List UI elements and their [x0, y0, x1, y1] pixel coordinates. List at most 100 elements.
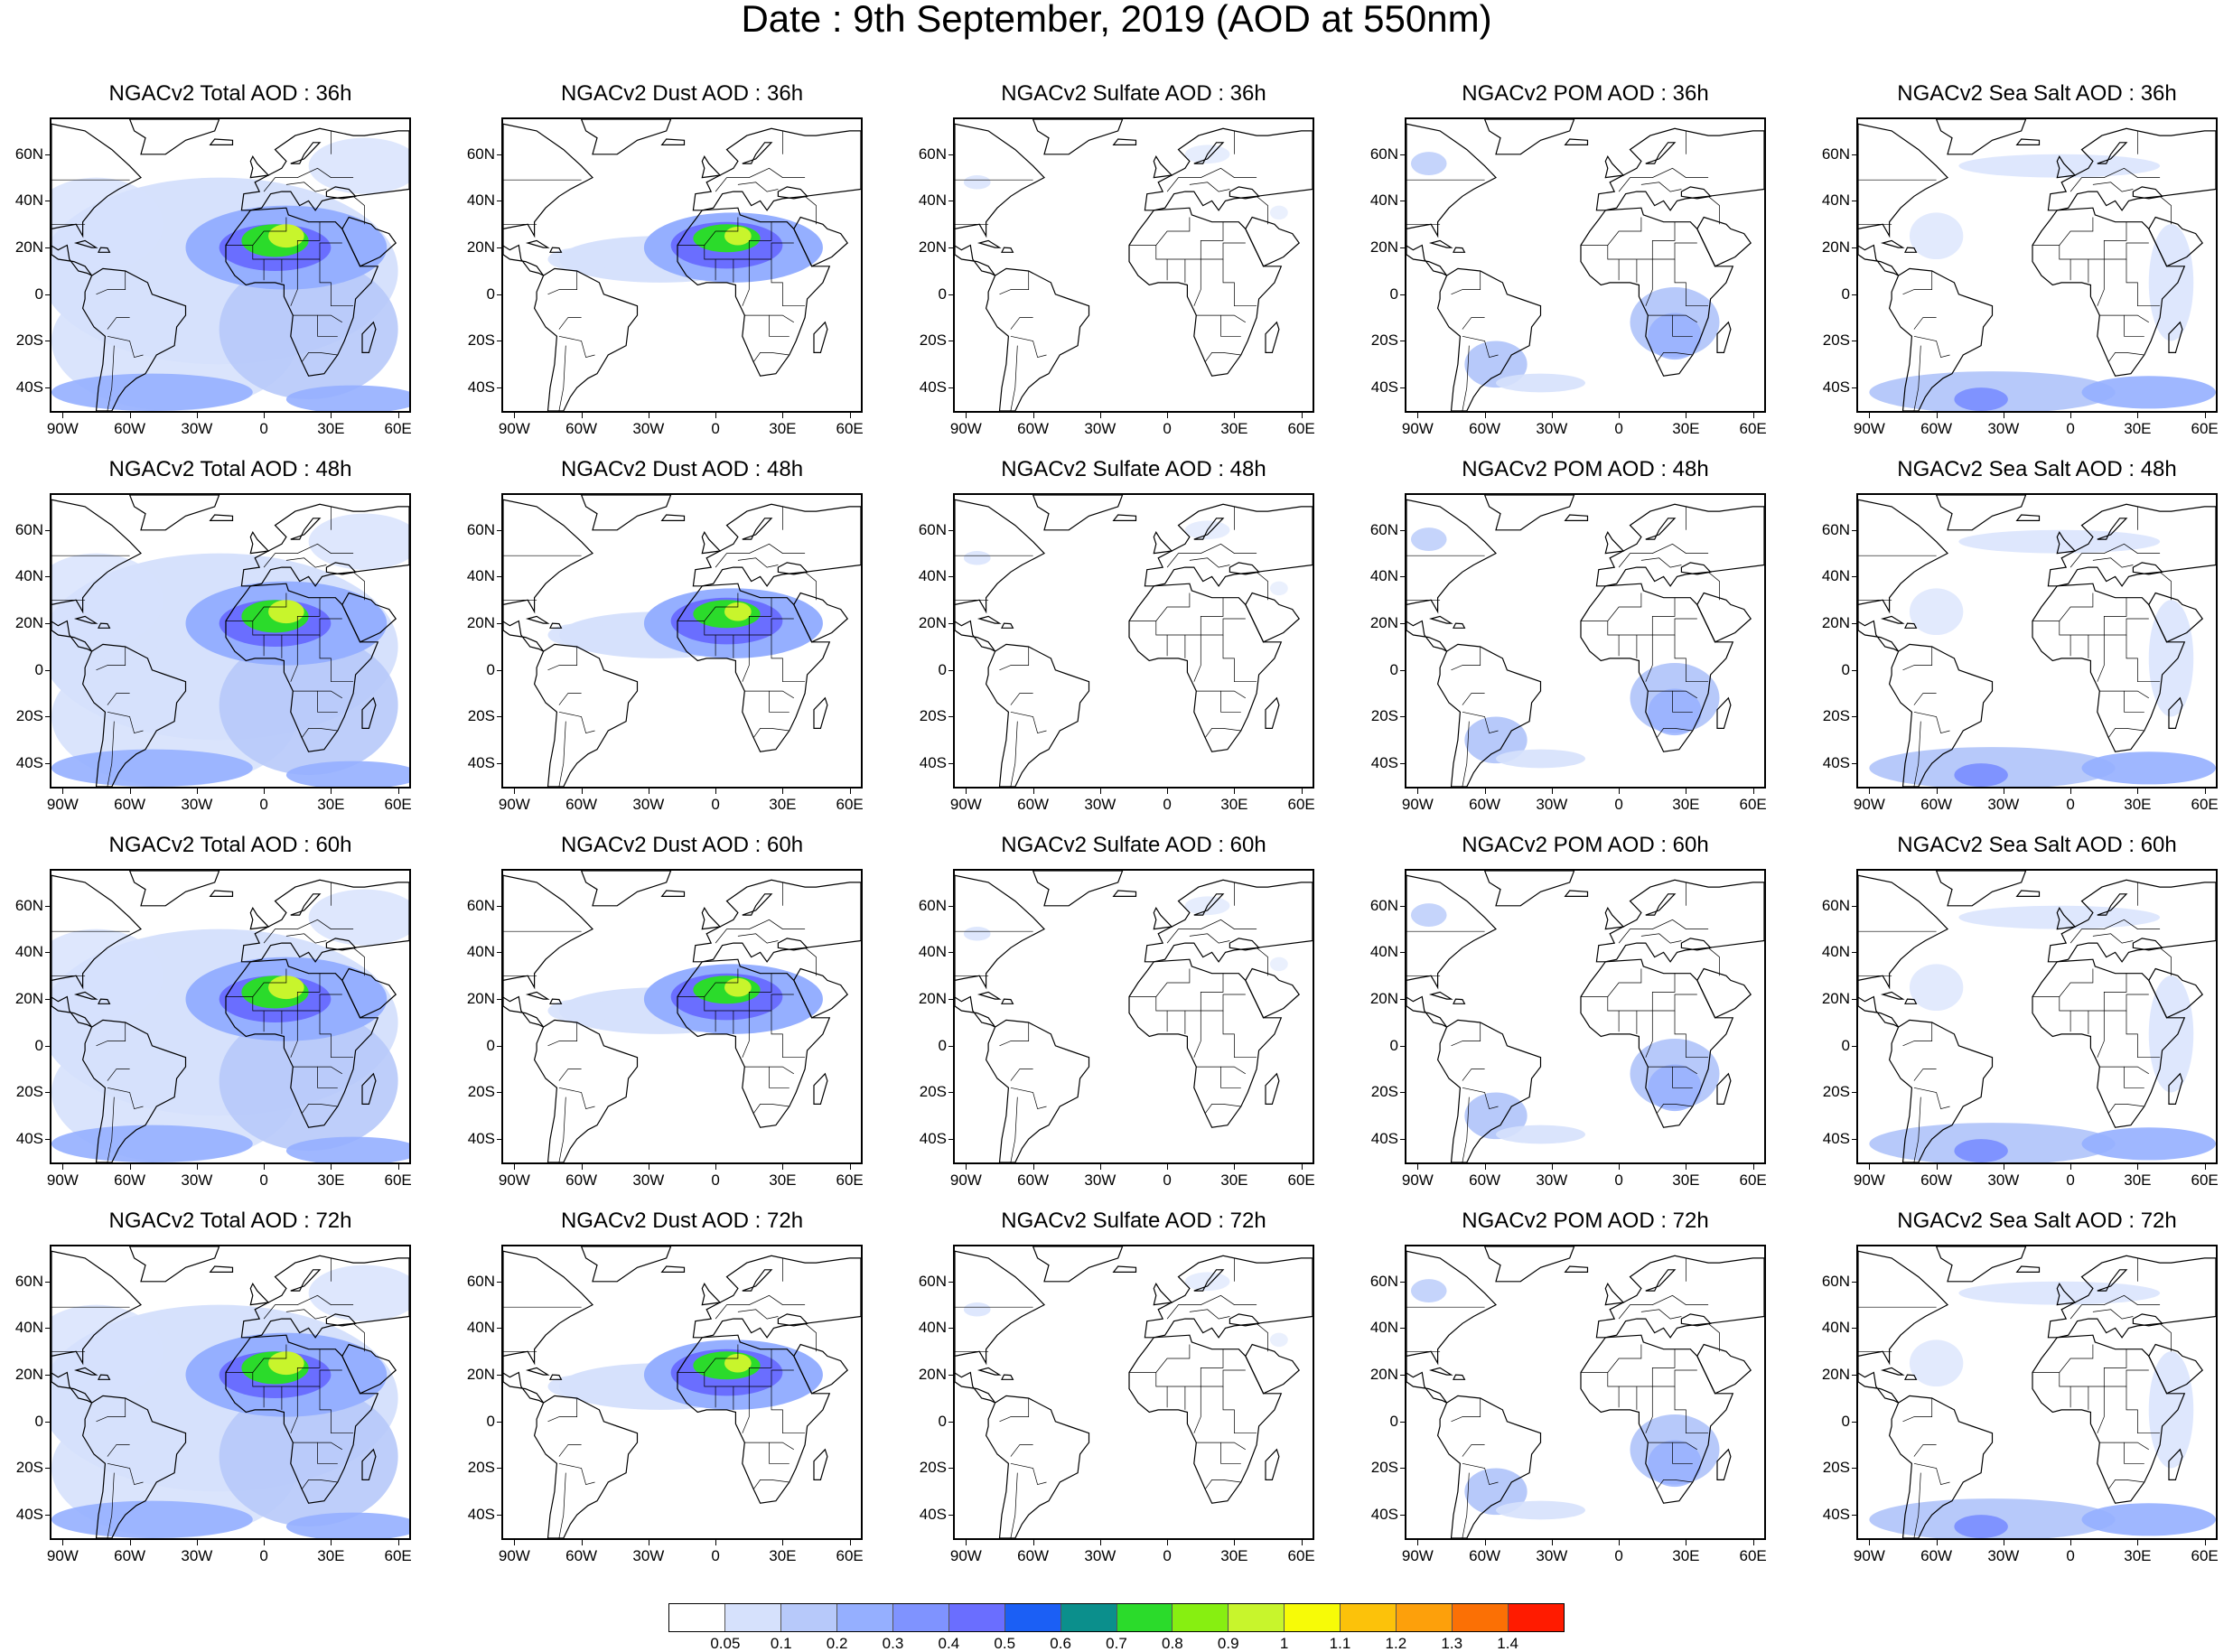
coastline [742, 518, 773, 540]
lon-tick [849, 1164, 851, 1170]
lat-label: 20N [1369, 614, 1398, 632]
coastline [1696, 216, 1752, 267]
lat-label: 0 [938, 1412, 947, 1430]
colorbar-label: 0.8 [1162, 1635, 1183, 1652]
coastline [549, 998, 563, 1004]
lat-tick [45, 1281, 51, 1283]
lon-label: 30W [1084, 1547, 1116, 1564]
lon-label: 60W [1469, 1171, 1501, 1189]
coastline [701, 1283, 722, 1306]
country-border [352, 1323, 365, 1352]
coastline [73, 991, 98, 1000]
coastline [701, 531, 722, 555]
coastline [51, 123, 142, 276]
lat-label: 20N [1369, 1366, 1398, 1384]
coastline [209, 1265, 234, 1273]
coastline [1436, 267, 1542, 411]
lat-tick [948, 669, 954, 671]
lat-tick [497, 999, 502, 1001]
map-frame [501, 1245, 863, 1540]
map-panel-pom: NGACv2 POM AOD : 36h 60N 40N 20N 0 20S 40S 90W 6… [1355, 81, 1807, 443]
aod-shading [1269, 1332, 1288, 1348]
country-border [677, 242, 794, 260]
coastline [1595, 127, 1764, 211]
panel-title: NGACv2 POM AOD : 60h [1462, 833, 1709, 857]
country-border [748, 973, 772, 1011]
lat-label: 0 [1389, 285, 1398, 303]
coastline [1453, 1374, 1466, 1380]
country-border [1010, 693, 1033, 705]
lon-tick [397, 413, 399, 418]
country-border [1010, 1444, 1033, 1457]
country-border [2124, 690, 2149, 699]
lon-tick [1484, 789, 1486, 794]
country-border [1462, 711, 1499, 734]
lat-label: 20N [466, 990, 495, 1008]
colorbar-label: 0.05 [710, 1635, 741, 1652]
country-border [1155, 217, 1191, 246]
coastline [325, 938, 357, 951]
coastline [677, 1334, 831, 1504]
lon-label: 30W [1084, 1171, 1116, 1189]
aod-shading [285, 761, 409, 787]
lon-label: 30E [317, 1171, 345, 1189]
lon-label: 30W [632, 420, 665, 437]
lon-label: 0 [1163, 420, 1172, 437]
country-border [1581, 994, 1697, 1012]
lon-tick [196, 789, 198, 794]
lat-tick [1400, 999, 1406, 1001]
country-border [558, 1097, 566, 1162]
lon-tick [1936, 413, 1938, 418]
coastline [533, 643, 639, 787]
country-border [1674, 1386, 1709, 1434]
country-border [285, 182, 327, 192]
coastline [240, 879, 409, 963]
map-frame [501, 493, 863, 789]
coastline [549, 622, 563, 629]
country-border [804, 196, 817, 225]
lat-label: 40N [466, 1319, 495, 1337]
lat-label: 40S [1370, 1130, 1398, 1148]
coastline [533, 267, 639, 411]
lat-tick [497, 905, 502, 907]
lat-label: 40S [1370, 378, 1398, 397]
coastline [955, 123, 1045, 276]
country-border [558, 711, 595, 734]
coastline [2168, 1072, 2183, 1105]
lat-tick [1852, 247, 1857, 249]
aod-shading [1954, 763, 2008, 787]
lat-label: 20S [919, 1083, 947, 1101]
aod-shading [219, 1011, 398, 1152]
lon-label: 0 [259, 420, 268, 437]
country-border [558, 1069, 582, 1081]
coastline [985, 1395, 1090, 1538]
country-border [1607, 968, 1642, 997]
aod-shading [547, 1375, 615, 1398]
colorbar-box [1453, 1604, 1509, 1631]
lon-tick [1032, 413, 1034, 418]
country-border [1189, 557, 1230, 568]
lon-label: 0 [259, 1547, 268, 1564]
lat-tick [948, 247, 954, 249]
lat-label: 60N [466, 1272, 495, 1290]
country-border [748, 221, 772, 259]
lat-label: 20S [919, 707, 947, 725]
lat-label: 0 [34, 660, 43, 678]
coastline [2015, 1265, 2041, 1273]
lon-tick [715, 1164, 717, 1170]
country-border [737, 1309, 779, 1320]
panel-title: NGACv2 Dust AOD : 72h [560, 1209, 804, 1233]
country-border [1200, 1349, 1224, 1386]
lat-label: 60N [1821, 145, 1850, 163]
country-border [1913, 1472, 1921, 1538]
country-border [1451, 1022, 1481, 1047]
lat-tick [497, 576, 502, 578]
country-border [2103, 221, 2127, 259]
lat-label: 60N [466, 145, 495, 163]
country-border [96, 647, 126, 671]
lon-tick [2137, 1164, 2139, 1170]
coastline [1483, 495, 1575, 531]
country-border [1200, 597, 1224, 635]
lat-label: 40N [918, 943, 947, 961]
lon-tick [1619, 1540, 1621, 1545]
